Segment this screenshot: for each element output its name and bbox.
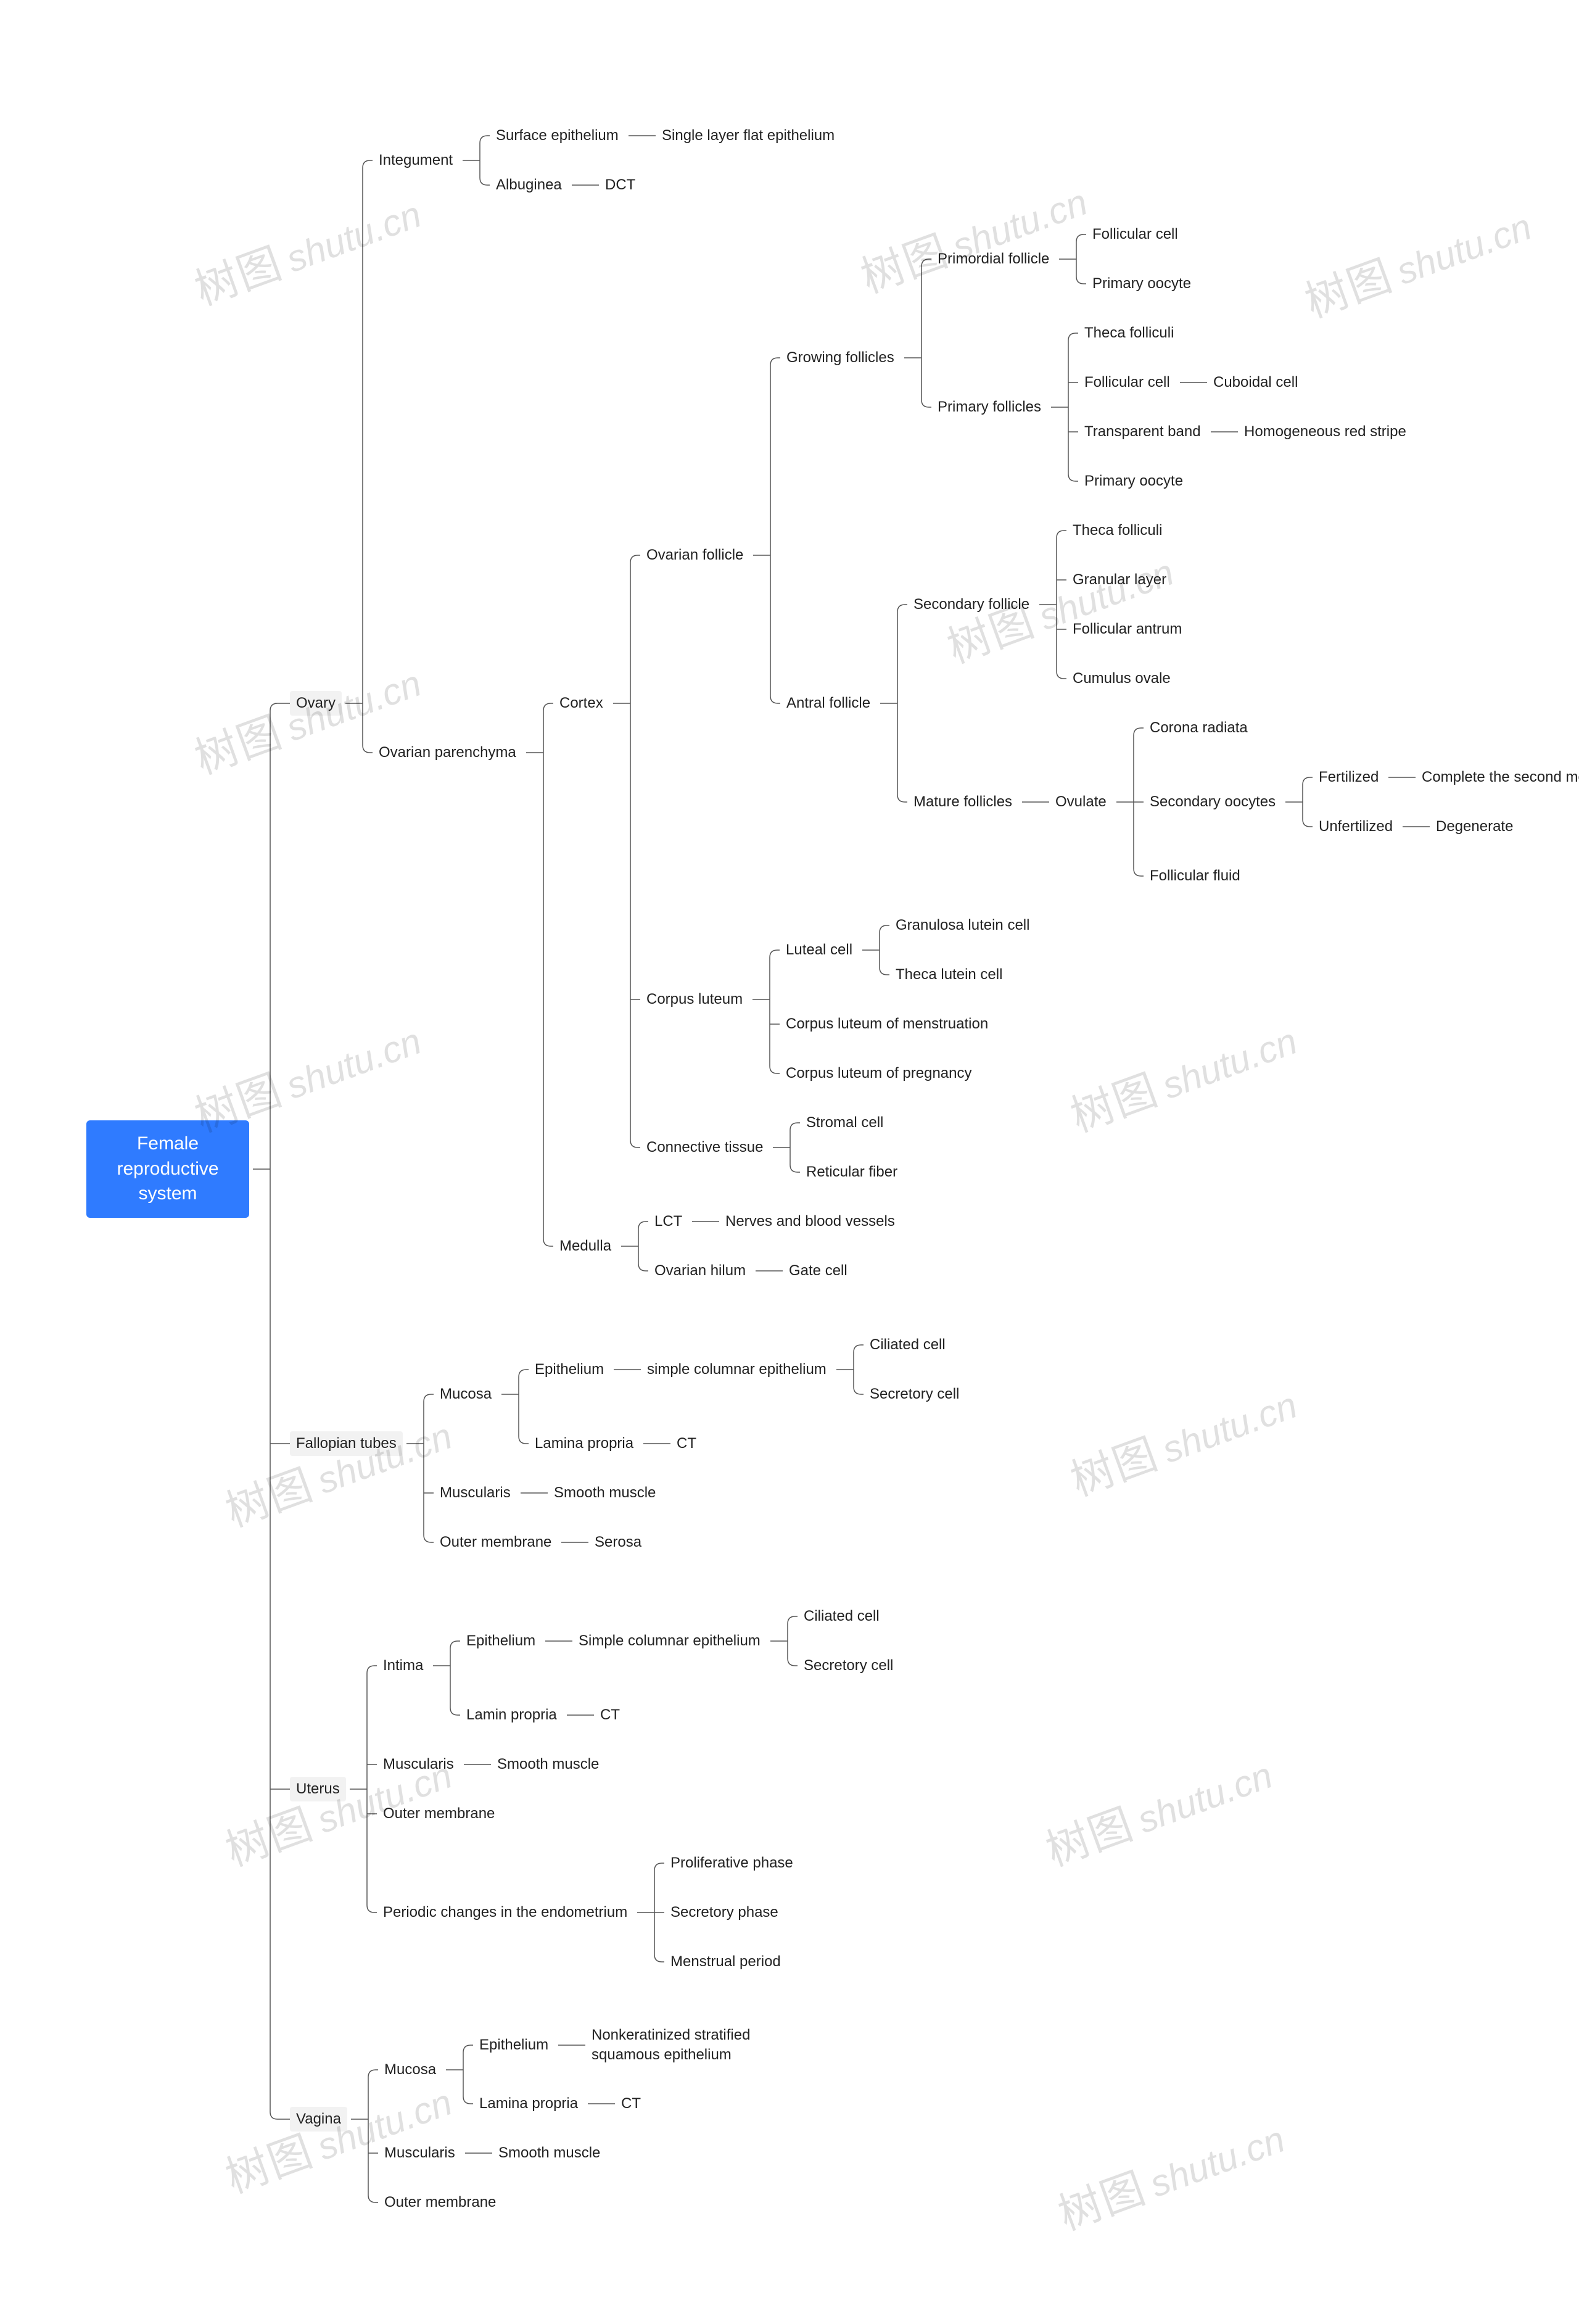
tree-node: Uterus — [290, 1777, 346, 1801]
tree-node: Secretory cell — [798, 1653, 899, 1678]
tree-node: Fertilized — [1313, 765, 1385, 790]
tree-node: Transparent band — [1078, 420, 1207, 444]
watermark: 树图shutu.cn — [1061, 1369, 1304, 1508]
tree-node: Epithelium — [529, 1357, 610, 1382]
tree-node: Lamin propria — [460, 1703, 563, 1727]
tree-node: Complete the second meiosis — [1416, 765, 1579, 790]
tree-node: Mucosa — [434, 1382, 498, 1407]
watermark: 树图shutu.cn — [1061, 1005, 1304, 1144]
tree-node: DCT — [599, 173, 641, 197]
tree-node: Corpus luteum of pregnancy — [780, 1061, 978, 1086]
tree-node: Follicular cell — [1078, 370, 1176, 395]
tree-node: Outer membrane — [377, 1801, 501, 1826]
tree-node: Serosa — [588, 1530, 648, 1555]
tree-node: Integument — [373, 148, 459, 173]
tree-node: Ovarian parenchyma — [373, 740, 522, 765]
tree-node: Lamina propria — [473, 2091, 584, 2116]
watermark: 树图shutu.cn — [216, 2066, 459, 2206]
tree-node: simple columnar epithelium — [641, 1357, 833, 1382]
tree-node: Gate cell — [783, 1259, 854, 1283]
tree-node: Primary follicles — [931, 395, 1047, 420]
tree-node: Nerves and blood vessels — [719, 1209, 901, 1234]
tree-node: Proliferative phase — [664, 1851, 799, 1875]
watermark: 树图shutu.cn — [185, 647, 428, 787]
tree-node: Degenerate — [1430, 814, 1519, 839]
tree-node: Vagina — [290, 2107, 347, 2132]
watermark: 树图shutu.cn — [851, 166, 1094, 305]
tree-node: Reticular fiber — [800, 1160, 904, 1185]
root-node: Female reproductive system — [86, 1120, 249, 1218]
tree-node: Ciliated cell — [864, 1333, 952, 1357]
tree-node: Secretory cell — [864, 1382, 965, 1407]
watermark: 树图shutu.cn — [1036, 1739, 1279, 1879]
tree-node: Intima — [377, 1653, 429, 1678]
tree-node: Smooth muscle — [491, 1752, 605, 1777]
tree-node: Ovulate — [1049, 790, 1113, 814]
tree-node: Ovarian follicle — [640, 543, 749, 568]
tree-node: Mucosa — [378, 2057, 442, 2082]
tree-node: Single layer flat epithelium — [656, 123, 841, 148]
tree-node: CT — [594, 1703, 626, 1727]
tree-node: Smooth muscle — [548, 1481, 662, 1505]
watermark: 树图shutu.cn — [216, 1400, 459, 1539]
tree-node: Epithelium — [473, 2033, 555, 2057]
tree-node: Smooth muscle — [492, 2141, 606, 2165]
tree-node: Theca lutein cell — [889, 962, 1008, 987]
tree-node: Theca folliculi — [1066, 518, 1168, 543]
tree-node: Epithelium — [460, 1629, 542, 1653]
tree-node: Antral follicle — [780, 691, 876, 716]
tree-node: Granular layer — [1066, 568, 1173, 592]
tree-node: Cortex — [553, 691, 609, 716]
tree-node: Fallopian tubes — [290, 1431, 403, 1456]
tree-node: Albuginea — [490, 173, 568, 197]
tree-node: Secretory phase — [664, 1900, 785, 1925]
tree-node: Theca folliculi — [1078, 321, 1180, 345]
tree-node: Simple columnar epithelium — [572, 1629, 767, 1653]
watermark: 树图shutu.cn — [185, 178, 428, 318]
tree-node: Homogeneous red stripe — [1238, 420, 1412, 444]
tree-node: Corpus luteum — [640, 987, 749, 1012]
tree-node: Corona radiata — [1144, 716, 1254, 740]
tree-node: Lamina propria — [529, 1431, 640, 1456]
tree-node: Secondary follicle — [907, 592, 1036, 617]
watermark: 树图shutu.cn — [1049, 2103, 1292, 2243]
tree-node: Follicular fluid — [1144, 864, 1247, 888]
tree-node: Ovarian hilum — [648, 1259, 752, 1283]
tree-node: Medulla — [553, 1234, 617, 1259]
tree-node: Unfertilized — [1313, 814, 1399, 839]
tree-node: Connective tissue — [640, 1135, 769, 1160]
tree-node: Muscularis — [377, 1752, 460, 1777]
tree-node: CT — [670, 1431, 703, 1456]
tree-node: Primordial follicle — [931, 247, 1055, 271]
tree-node: Growing follicles — [780, 345, 901, 370]
watermark: 树图shutu.cn — [1295, 191, 1538, 330]
tree-node: Corpus luteum of menstruation — [780, 1012, 994, 1036]
tree-node: Muscularis — [378, 2141, 461, 2165]
tree-node: Luteal cell — [780, 938, 859, 962]
tree-node: Ciliated cell — [798, 1604, 886, 1629]
tree-node: Cuboidal cell — [1207, 370, 1304, 395]
tree-node: Secondary oocytes — [1144, 790, 1282, 814]
tree-node: Outer membrane — [378, 2190, 502, 2215]
mindmap-canvas: Female reproductive system Ovary Integumen… — [0, 0, 1579, 2324]
tree-node: Menstrual period — [664, 1950, 787, 1974]
tree-node: Primary oocyte — [1078, 469, 1189, 494]
tree-node: Periodic changes in the endometrium — [377, 1900, 633, 1925]
tree-node: Follicular cell — [1086, 222, 1184, 247]
tree-node: LCT — [648, 1209, 688, 1234]
tree-node: Nonkeratinized stratified squamous epith… — [585, 2023, 820, 2068]
tree-node: CT — [615, 2091, 647, 2116]
tree-node: Cumulus ovale — [1066, 666, 1177, 691]
tree-node: Stromal cell — [800, 1110, 889, 1135]
tree-node: Ovary — [290, 691, 342, 716]
tree-node: Granulosa lutein cell — [889, 913, 1036, 938]
tree-node: Mature follicles — [907, 790, 1018, 814]
tree-node: Primary oocyte — [1086, 271, 1197, 296]
tree-node: Surface epithelium — [490, 123, 625, 148]
tree-node: Follicular antrum — [1066, 617, 1188, 642]
root-label: Female reproductive system — [100, 1131, 236, 1207]
tree-node: Muscularis — [434, 1481, 517, 1505]
tree-node: Outer membrane — [434, 1530, 558, 1555]
